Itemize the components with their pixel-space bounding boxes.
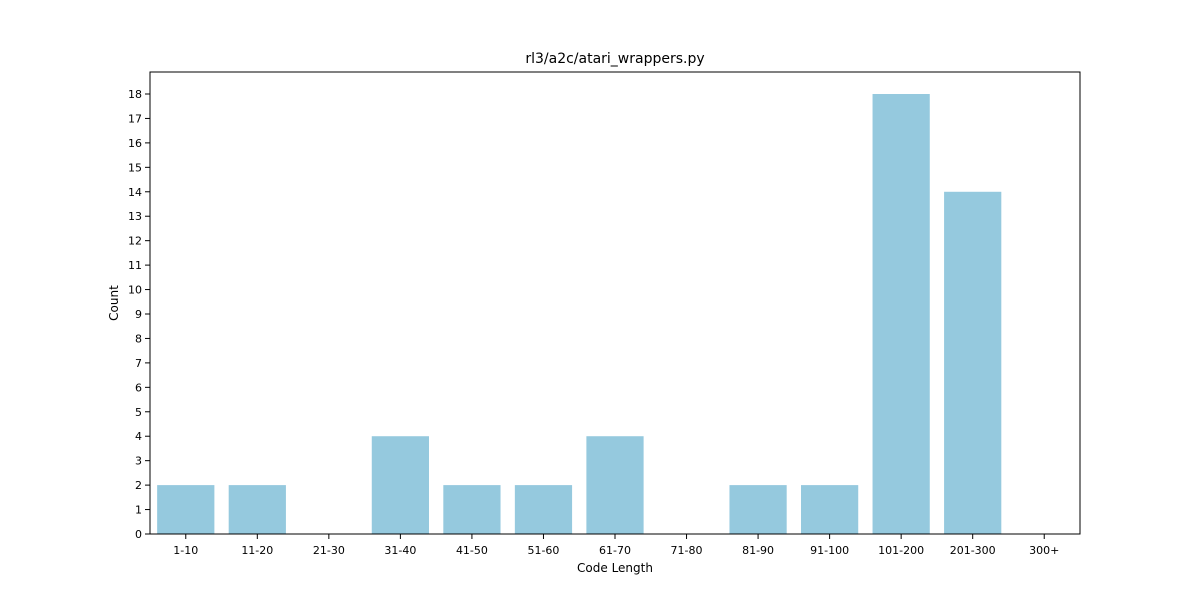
x-tick-label-11-20: 11-20 <box>241 544 273 557</box>
bar-81-90 <box>729 485 787 534</box>
y-tick-label-11: 11 <box>128 259 142 272</box>
y-tick-label-5: 5 <box>135 406 142 419</box>
x-tick-label-51-60: 51-60 <box>527 544 559 557</box>
x-tick-label-71-80: 71-80 <box>671 544 703 557</box>
x-tick-label-300+: 300+ <box>1029 544 1059 557</box>
y-tick-label-6: 6 <box>135 381 142 394</box>
x-tick-label-101-200: 101-200 <box>878 544 924 557</box>
bar-51-60 <box>514 485 573 534</box>
y-tick-label-15: 15 <box>128 161 142 174</box>
y-tick-label-4: 4 <box>135 430 142 443</box>
y-tick-label-2: 2 <box>135 479 142 492</box>
y-tick-label-9: 9 <box>135 308 142 321</box>
bar-201-300 <box>944 191 1002 534</box>
x-tick-label-201-300: 201-300 <box>950 544 996 557</box>
x-tick-label-91-100: 91-100 <box>810 544 849 557</box>
bar-41-50 <box>443 485 501 534</box>
bar-61-70 <box>586 436 644 534</box>
x-axis-label: Code Length <box>577 561 653 575</box>
y-tick-label-16: 16 <box>128 137 142 150</box>
y-tick-label-3: 3 <box>135 455 142 468</box>
y-axis-label: Count <box>107 285 121 321</box>
bar-1-10 <box>157 485 215 534</box>
x-tick-label-61-70: 61-70 <box>599 544 631 557</box>
plot-frame <box>149 71 1081 535</box>
y-tick-label-8: 8 <box>135 332 142 345</box>
y-tick-label-18: 18 <box>128 88 142 101</box>
x-tick-label-21-30: 21-30 <box>313 544 345 557</box>
y-tick-label-17: 17 <box>128 112 142 125</box>
y-tick-label-1: 1 <box>135 504 142 517</box>
bar-11-20 <box>228 485 286 534</box>
y-tick-label-10: 10 <box>128 284 142 297</box>
bar-91-100 <box>801 485 859 534</box>
y-tick-label-13: 13 <box>128 210 142 223</box>
x-tick-label-31-40: 31-40 <box>384 544 416 557</box>
chart-title: rl3/a2c/atari_wrappers.py <box>525 51 704 67</box>
x-tick-label-1-10: 1-10 <box>173 544 198 557</box>
x-axis: 1-10 11-20 21-30 31-40 41-50 51-60 61-70 71-80 8… <box>173 534 1059 557</box>
y-tick-label-14: 14 <box>128 186 142 199</box>
y-tick-label-7: 7 <box>135 357 142 370</box>
x-tick-label-41-50: 41-50 <box>456 544 488 557</box>
x-tick-label-81-90: 81-90 <box>742 544 774 557</box>
y-tick-label-0: 0 <box>135 528 142 541</box>
bars-group <box>157 94 1002 534</box>
y-tick-label-12: 12 <box>128 235 142 248</box>
bar-31-40 <box>371 436 429 534</box>
bar-101-200 <box>872 94 930 534</box>
